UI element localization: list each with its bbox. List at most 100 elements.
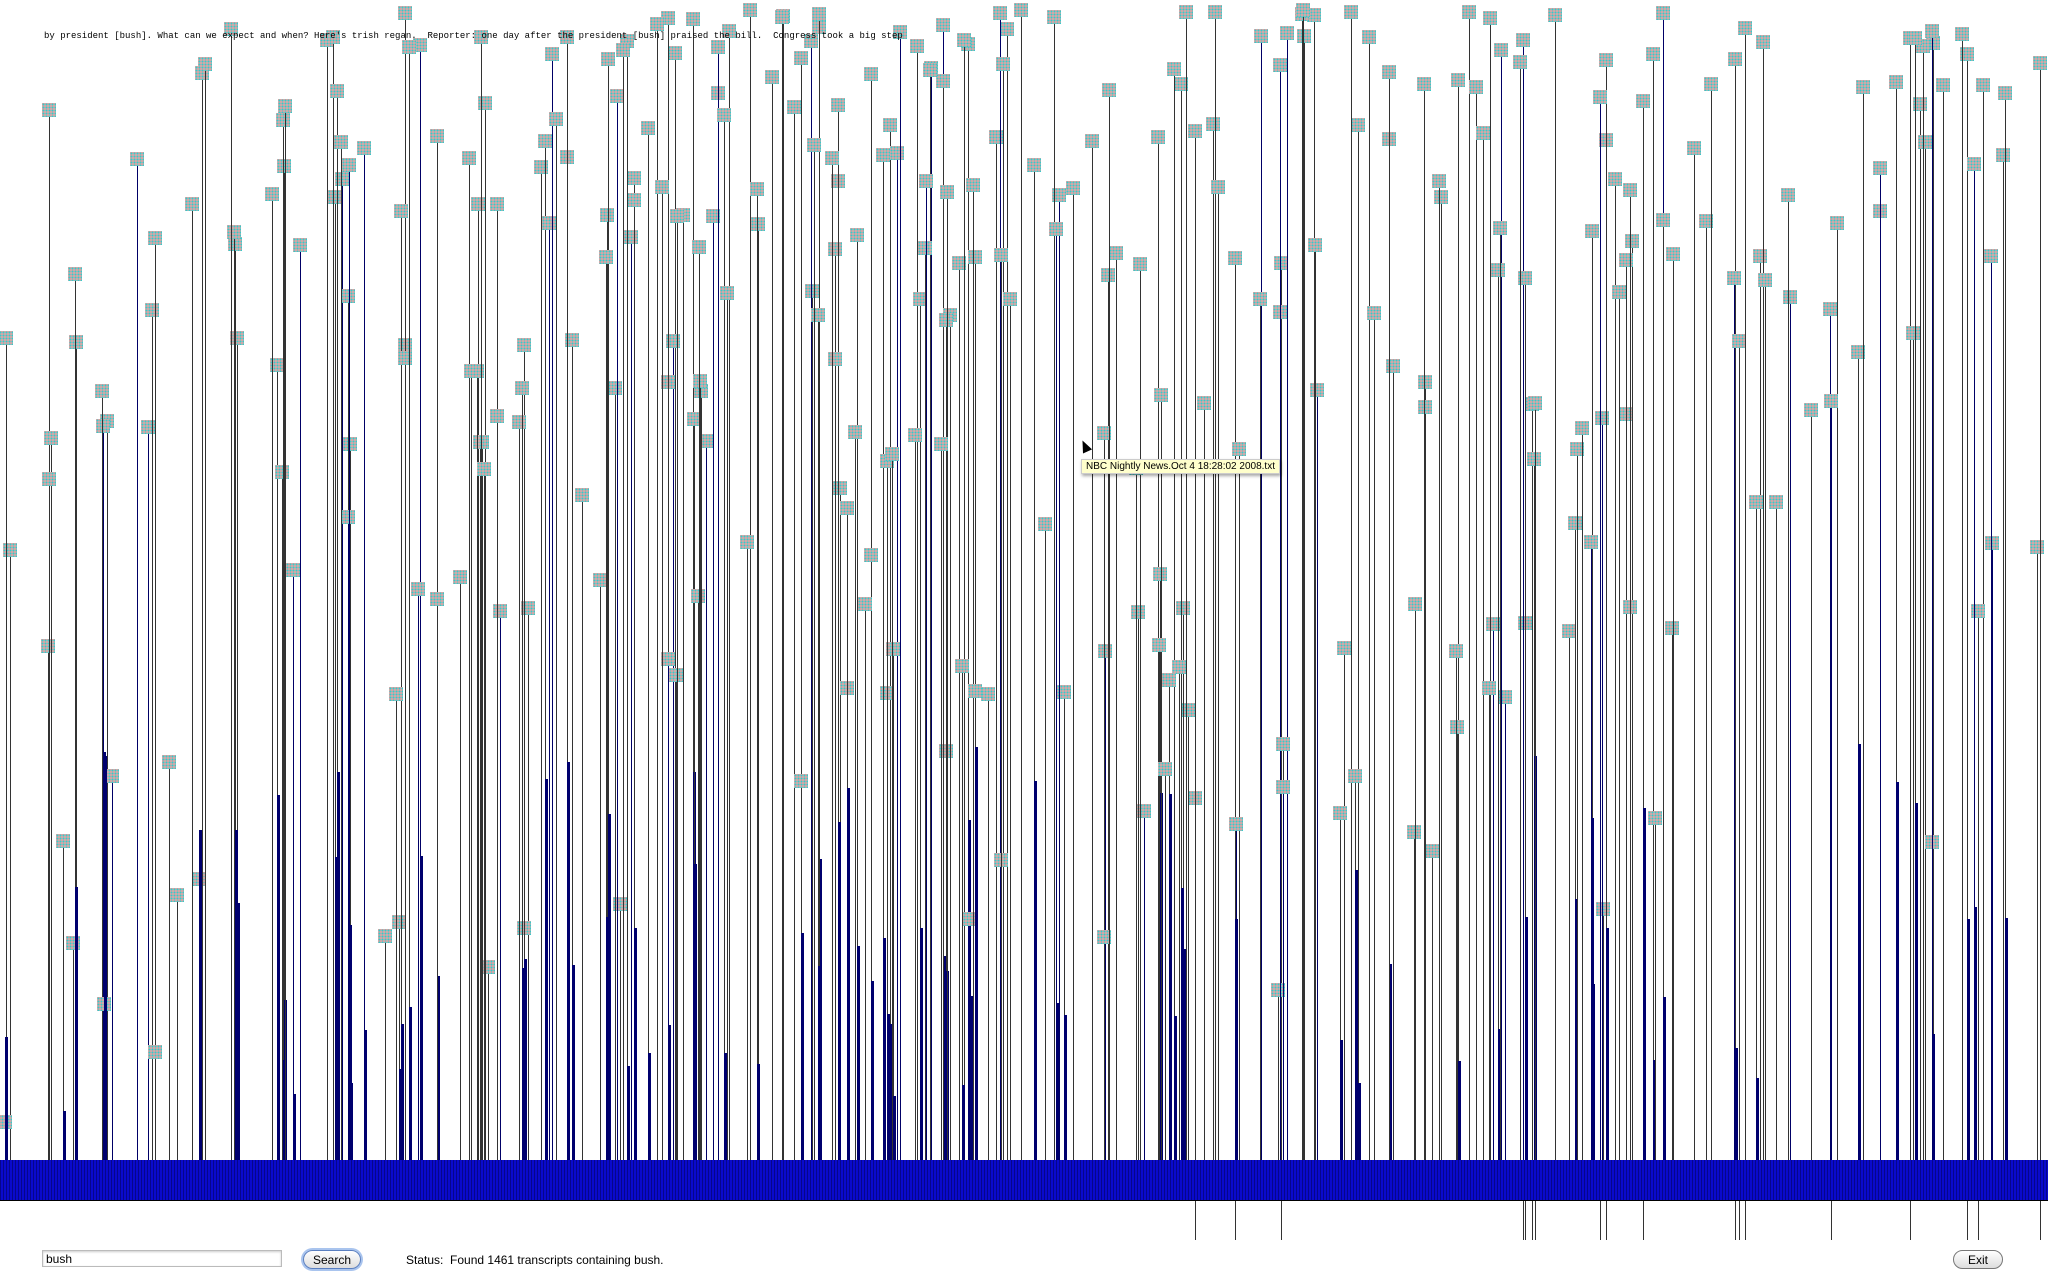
transcript-strand[interactable] bbox=[1314, 15, 1315, 1160]
transcript-strand[interactable] bbox=[1458, 80, 1459, 1160]
transcript-marker[interactable] bbox=[224, 22, 238, 36]
transcript-marker[interactable] bbox=[276, 113, 290, 127]
transcript-strand[interactable] bbox=[75, 274, 76, 1160]
transcript-strand[interactable] bbox=[1788, 195, 1789, 1160]
transcript-marker[interactable] bbox=[1469, 80, 1483, 94]
transcript-strand[interactable] bbox=[1910, 38, 1911, 1160]
transcript-marker[interactable] bbox=[1873, 161, 1887, 175]
transcript-strand[interactable] bbox=[1136, 468, 1137, 1160]
transcript-marker[interactable] bbox=[1908, 31, 1922, 45]
transcript-strand[interactable] bbox=[1116, 253, 1117, 1160]
transcript-strand[interactable] bbox=[1045, 524, 1046, 1160]
transcript-marker[interactable] bbox=[1418, 375, 1432, 389]
transcript-marker[interactable] bbox=[341, 510, 355, 524]
transcript-marker[interactable] bbox=[105, 769, 119, 783]
transcript-strand[interactable] bbox=[648, 128, 649, 1160]
transcript-marker[interactable] bbox=[968, 250, 982, 264]
transcript-strand[interactable] bbox=[962, 666, 963, 1160]
transcript-marker[interactable] bbox=[2033, 56, 2047, 70]
transcript-strand[interactable] bbox=[277, 365, 278, 1160]
transcript-marker[interactable] bbox=[326, 30, 340, 44]
transcript-strand[interactable] bbox=[1501, 50, 1502, 1160]
transcript-strand[interactable] bbox=[1374, 313, 1375, 1160]
transcript-strand[interactable] bbox=[1236, 824, 1237, 1160]
transcript-marker[interactable] bbox=[1486, 617, 1500, 631]
transcript-marker[interactable] bbox=[794, 774, 808, 788]
transcript-marker[interactable] bbox=[1228, 251, 1242, 265]
transcript-marker[interactable] bbox=[330, 84, 344, 98]
transcript-strand[interactable] bbox=[1010, 299, 1011, 1160]
transcript-marker[interactable] bbox=[227, 225, 241, 239]
transcript-strand[interactable] bbox=[272, 194, 273, 1160]
transcript-marker[interactable] bbox=[989, 130, 1003, 144]
transcript-marker[interactable] bbox=[378, 929, 392, 943]
transcript-strand[interactable] bbox=[1059, 195, 1060, 1160]
transcript-strand[interactable] bbox=[1575, 523, 1576, 1160]
transcript-marker[interactable] bbox=[1417, 77, 1431, 91]
transcript-marker[interactable] bbox=[430, 129, 444, 143]
transcript-marker[interactable] bbox=[981, 687, 995, 701]
transcript-marker[interactable] bbox=[1656, 213, 1670, 227]
transcript-strand[interactable] bbox=[1523, 40, 1524, 1160]
transcript-marker[interactable] bbox=[1179, 5, 1193, 19]
transcript-strand[interactable] bbox=[606, 257, 607, 1160]
transcript-strand[interactable] bbox=[782, 17, 783, 1160]
transcript-marker[interactable] bbox=[1085, 134, 1099, 148]
transcript-marker[interactable] bbox=[1625, 234, 1639, 248]
transcript-strand[interactable] bbox=[1344, 648, 1345, 1160]
transcript-marker[interactable] bbox=[908, 428, 922, 442]
transcript-marker[interactable] bbox=[1568, 516, 1582, 530]
transcript-strand[interactable] bbox=[73, 943, 74, 1160]
transcript-strand[interactable] bbox=[1302, 14, 1303, 1160]
transcript-strand[interactable] bbox=[673, 341, 674, 1160]
transcript-strand[interactable] bbox=[1760, 256, 1761, 1160]
transcript-strand[interactable] bbox=[192, 204, 193, 1160]
transcript-strand[interactable] bbox=[582, 495, 583, 1160]
transcript-marker[interactable] bbox=[1856, 80, 1870, 94]
transcript-marker[interactable] bbox=[1599, 53, 1613, 67]
transcript-marker[interactable] bbox=[1570, 442, 1584, 456]
transcript-marker[interactable] bbox=[1418, 400, 1432, 414]
transcript-marker[interactable] bbox=[1562, 624, 1576, 638]
transcript-strand[interactable] bbox=[2005, 93, 2006, 1160]
transcript-strand[interactable] bbox=[488, 967, 489, 1160]
transcript-strand[interactable] bbox=[1490, 18, 1491, 1160]
transcript-strand[interactable] bbox=[284, 166, 285, 1160]
transcript-marker[interactable] bbox=[1152, 638, 1166, 652]
transcript-strand[interactable] bbox=[620, 904, 621, 1160]
transcript-marker[interactable] bbox=[1367, 306, 1381, 320]
transcript-marker[interactable] bbox=[145, 303, 159, 317]
transcript-strand[interactable] bbox=[988, 694, 989, 1160]
transcript-strand[interactable] bbox=[500, 611, 501, 1160]
transcript-strand[interactable] bbox=[469, 158, 470, 1160]
transcript-strand[interactable] bbox=[1439, 181, 1440, 1160]
transcript-strand[interactable] bbox=[713, 216, 714, 1160]
transcript-strand[interactable] bbox=[1790, 297, 1791, 1160]
transcript-strand[interactable] bbox=[1239, 449, 1240, 1160]
transcript-marker[interactable] bbox=[185, 197, 199, 211]
transcript-marker[interactable] bbox=[42, 472, 56, 486]
transcript-marker[interactable] bbox=[95, 384, 109, 398]
transcript-marker[interactable] bbox=[670, 209, 684, 223]
transcript-marker[interactable] bbox=[1449, 644, 1463, 658]
transcript-marker[interactable] bbox=[1271, 983, 1285, 997]
transcript-marker[interactable] bbox=[627, 171, 641, 185]
transcript-marker[interactable] bbox=[1333, 806, 1347, 820]
transcript-marker[interactable] bbox=[198, 57, 212, 71]
transcript-marker[interactable] bbox=[940, 185, 954, 199]
transcript-strand[interactable] bbox=[668, 18, 669, 1160]
transcript-strand[interactable] bbox=[1235, 258, 1236, 1160]
transcript-strand[interactable] bbox=[718, 47, 719, 1160]
transcript-strand[interactable] bbox=[950, 315, 951, 1160]
transcript-marker[interactable] bbox=[1188, 124, 1202, 138]
transcript-strand[interactable] bbox=[2040, 63, 2041, 1160]
transcript-marker[interactable] bbox=[1732, 334, 1746, 348]
transcript-strand[interactable] bbox=[399, 922, 400, 1160]
transcript-marker[interactable] bbox=[1133, 257, 1147, 271]
transcript-strand[interactable] bbox=[1626, 260, 1627, 1160]
transcript-marker[interactable] bbox=[1038, 517, 1052, 531]
transcript-strand[interactable] bbox=[1104, 433, 1105, 1160]
transcript-strand[interactable] bbox=[930, 70, 931, 1160]
transcript-strand[interactable] bbox=[1765, 280, 1766, 1160]
transcript-strand[interactable] bbox=[519, 422, 520, 1160]
